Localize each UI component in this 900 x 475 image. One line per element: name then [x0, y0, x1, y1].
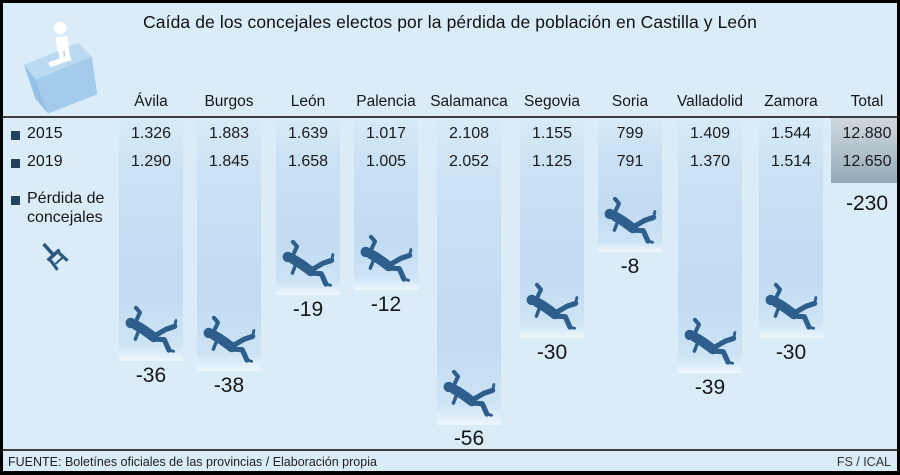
value-2015: 1.639 [287, 125, 329, 142]
value-2015: 799 [616, 125, 644, 142]
loss-value: -19 [292, 298, 324, 321]
falling-chair-icon [42, 243, 69, 271]
value-2015: 1.409 [689, 125, 731, 142]
column-header: Soria [611, 93, 649, 110]
loss-bar [197, 119, 261, 371]
value-2019: 1.125 [531, 153, 573, 170]
legend-square-loss [11, 196, 20, 205]
falling-person-icon [684, 317, 737, 365]
value-2015: 1.883 [208, 125, 250, 142]
loss-value: -38 [213, 374, 245, 397]
column-segovia: Segovia 1.155 1.125 -30 [512, 3, 592, 471]
loss-bar [437, 119, 501, 425]
total-2015: 12.880 [842, 125, 892, 142]
value-2015: 1.017 [365, 125, 407, 142]
falling-person-icon [360, 234, 413, 282]
total-loss-value: -230 [845, 192, 889, 215]
value-2019: 1.658 [287, 153, 329, 170]
column-header: Salamanca [430, 93, 508, 110]
value-2019: 1.290 [130, 153, 172, 170]
column-soria: Soria 799 791 -8 [590, 3, 670, 471]
falling-person-icon [282, 239, 335, 287]
value-2019: 1.005 [365, 153, 407, 170]
legend-label-loss-line1: Pérdida de [27, 190, 105, 207]
column-header: Ávila [134, 93, 168, 110]
total-highlight-box [831, 118, 897, 183]
column-avila: Ávila 1.326 1.290 -36 [111, 3, 191, 471]
value-2015: 2.108 [448, 125, 490, 142]
column-total: Total 12.880 12.650 -230 [827, 3, 897, 471]
column-zamora: Zamora 1.544 1.514 -30 [751, 3, 831, 471]
ballot-box-icon [23, 21, 98, 114]
loss-value: -36 [135, 364, 167, 387]
footer-rule [3, 449, 897, 451]
column-header: Palencia [356, 93, 416, 110]
loss-value: -56 [453, 427, 485, 450]
column-burgos: Burgos 1.883 1.845 -38 [189, 3, 269, 471]
value-2015: 1.544 [770, 125, 812, 142]
loss-bar [759, 119, 823, 338]
loss-bar [520, 119, 584, 338]
column-header: Zamora [764, 93, 818, 110]
falling-person-icon [526, 282, 579, 330]
value-2015: 1.155 [531, 125, 573, 142]
falling-person-icon [203, 315, 256, 363]
value-2019: 2.052 [448, 153, 490, 170]
falling-person-icon [125, 305, 178, 353]
column-header: Segovia [523, 93, 580, 110]
loss-value: -39 [694, 376, 726, 399]
column-leon: León 1.639 1.658 -19 [268, 3, 348, 471]
loss-value: -12 [370, 293, 402, 316]
loss-bar [276, 119, 340, 295]
column-header: León [290, 93, 326, 110]
credit-text: FS / ICAL [836, 455, 891, 469]
value-2015: 1.326 [130, 125, 172, 142]
column-header: Burgos [204, 93, 254, 110]
page-title: Caída de los concejales electos por la p… [143, 12, 757, 32]
loss-bar [678, 119, 742, 373]
column-header: Valladolid [676, 93, 744, 110]
source-text: FUENTE: Boletínes oficiales de las provi… [8, 455, 377, 469]
loss-bar [354, 119, 418, 290]
loss-value: -30 [536, 341, 568, 364]
falling-person-icon [604, 196, 657, 244]
legend-label-2019: 2019 [27, 153, 63, 170]
value-2019: 791 [616, 153, 644, 170]
loss-bar [598, 119, 662, 252]
column-header: Total [850, 93, 884, 110]
column-palencia: Palencia 1.017 1.005 -12 [346, 3, 426, 471]
header-rule [3, 116, 897, 118]
legend-square-2019 [11, 159, 20, 168]
legend-label-loss-line2: concejales [27, 209, 103, 226]
loss-bar [119, 119, 183, 361]
value-2019: 1.514 [770, 153, 812, 170]
loss-value: -30 [775, 341, 807, 364]
falling-person-icon [443, 369, 496, 417]
column-valladolid: Valladolid 1.409 1.370 -39 [670, 3, 750, 471]
total-2019: 12.650 [842, 153, 892, 170]
value-2019: 1.845 [208, 153, 250, 170]
legend-square-2015 [11, 131, 20, 140]
column-salamanca: Salamanca 2.108 2.052 -56 [429, 3, 509, 471]
value-2019: 1.370 [689, 153, 731, 170]
loss-value: -8 [620, 255, 640, 278]
legend-label-2015: 2015 [27, 125, 63, 142]
falling-person-icon [765, 282, 818, 330]
